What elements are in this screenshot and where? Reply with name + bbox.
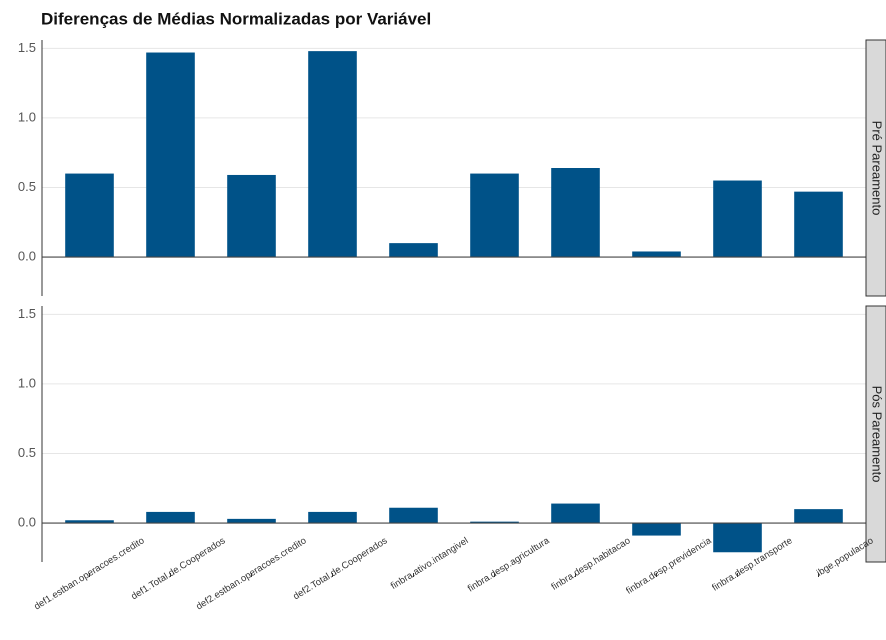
bar: [146, 511, 195, 524]
bar: [551, 503, 600, 524]
chart-title: Diferenças de Médias Normalizadas por Va…: [41, 9, 431, 28]
bar: [227, 518, 276, 524]
bar: [389, 243, 438, 258]
bar: [470, 521, 519, 524]
y-tick-label: 0.0: [18, 248, 36, 263]
bar: [389, 507, 438, 524]
y-tick-label: 1.0: [18, 109, 36, 124]
bar: [632, 523, 681, 536]
strip: [865, 39, 886, 297]
x-tick-label: finbra.desp.habitacao: [550, 535, 633, 592]
y-tick-label: 0.0: [18, 514, 36, 529]
strip: [865, 305, 886, 563]
bar: [551, 168, 600, 258]
y-tick-label: 0.5: [18, 445, 36, 460]
y-tick-label: 0.5: [18, 179, 36, 194]
x-tick-label: finbra.ativo.intangivel: [389, 535, 471, 592]
x-tick-label: finbra.desp.previdencia: [624, 535, 714, 597]
bar: [65, 520, 114, 524]
bar: [65, 173, 114, 258]
bar: [713, 523, 762, 553]
bar: [713, 180, 762, 258]
bar: [794, 191, 843, 258]
bar: [632, 251, 681, 258]
bar: [227, 174, 276, 258]
y-tick-label: 1.0: [18, 375, 36, 390]
bar: [794, 509, 843, 524]
bar: [470, 173, 519, 258]
x-tick-label: finbra.desp.agricultura: [466, 535, 552, 595]
x-tick-label: def1.estban.operacoes.credito: [32, 535, 146, 612]
strip-label: Pré Pareamento: [870, 121, 885, 216]
bar: [308, 51, 357, 258]
bar: [146, 52, 195, 258]
y-tick-label: 1.5: [18, 306, 36, 321]
y-tick-label: 1.5: [18, 40, 36, 55]
strip-label: Pós Pareamento: [870, 386, 885, 483]
bar: [308, 511, 357, 524]
